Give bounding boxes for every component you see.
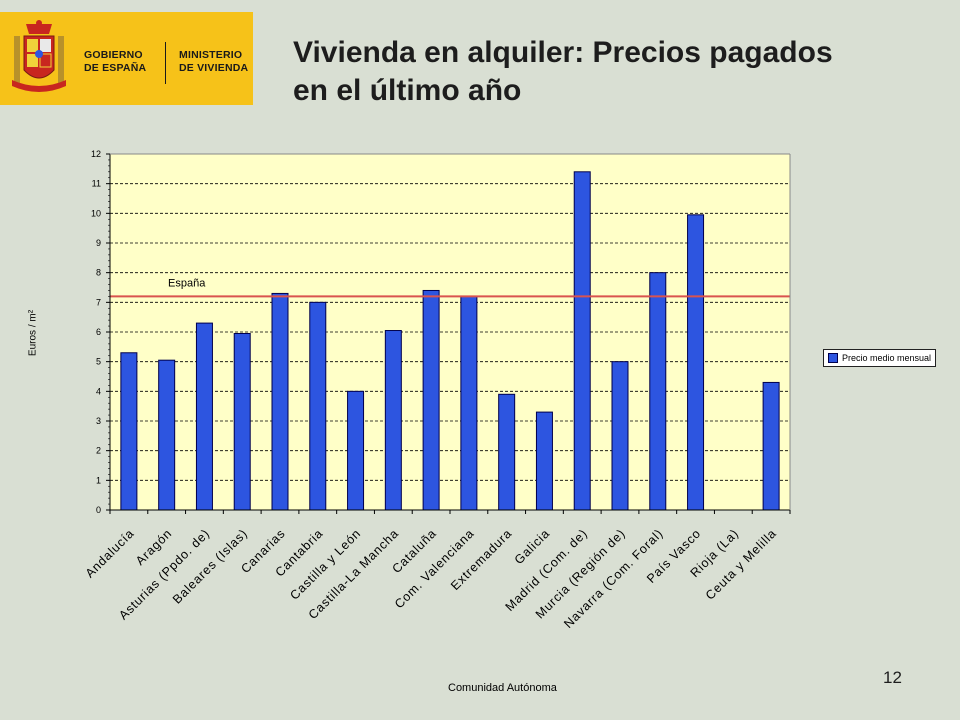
x-tick-label: Ceuta y Melilla: [703, 526, 779, 602]
y-tick-label: 12: [91, 149, 101, 159]
y-tick-label: 10: [91, 208, 101, 218]
bar: [611, 361, 629, 511]
bar: [460, 295, 478, 511]
x-axis-label: Comunidad Autónoma: [448, 682, 557, 694]
y-tick-label: 0: [96, 505, 101, 515]
page-number: 12: [883, 668, 902, 687]
coat-of-arms-icon: [12, 20, 66, 92]
bar: [309, 301, 327, 511]
government-logo: GOBIERNO DE ESPAÑA MINISTERIO DE VIVIEND…: [0, 12, 253, 105]
y-tick-label: 3: [96, 416, 101, 426]
reference-line-group: España: [110, 277, 790, 298]
y-tick-label: 6: [96, 327, 101, 337]
bar: [573, 171, 591, 511]
bar: [120, 352, 138, 511]
bar: [271, 292, 289, 511]
y-tick-label: 11: [92, 179, 101, 189]
org-name-ministry: MINISTERIO DE VIVIENDA: [179, 49, 249, 74]
y-tick-label: 1: [96, 475, 101, 485]
y-tick-label: 8: [96, 268, 101, 278]
y-tick-label: 4: [96, 386, 101, 396]
bar: [384, 330, 402, 511]
y-tick-label: 5: [96, 357, 101, 367]
reference-line-label: España: [168, 277, 206, 289]
y-tick-label: 2: [96, 446, 101, 456]
axes: [109, 153, 791, 514]
bar: [233, 332, 251, 511]
bar: [195, 322, 213, 511]
bar: [687, 214, 705, 511]
bar: [649, 272, 667, 511]
y-axis-label: Euros / m²: [27, 309, 39, 357]
legend: Precio medio mensual: [823, 349, 937, 367]
y-tick-label: 7: [96, 297, 101, 307]
bar: [762, 381, 780, 511]
org-name-government: GOBIERNO DE ESPAÑA: [84, 49, 147, 74]
bar: [498, 393, 516, 511]
bar: [158, 359, 176, 511]
y-tick-label: 9: [96, 238, 101, 248]
bar: [535, 411, 553, 511]
bar: [347, 390, 365, 511]
bar: [422, 289, 440, 511]
page-title: Vivienda en alquiler: Precios pagados en…: [293, 36, 833, 107]
legend-swatch: [828, 353, 838, 363]
bars: [120, 171, 780, 511]
x-tick-label: Andalucía: [83, 526, 137, 580]
legend-label: Precio medio mensual: [842, 353, 932, 363]
logo-divider: [165, 42, 166, 84]
